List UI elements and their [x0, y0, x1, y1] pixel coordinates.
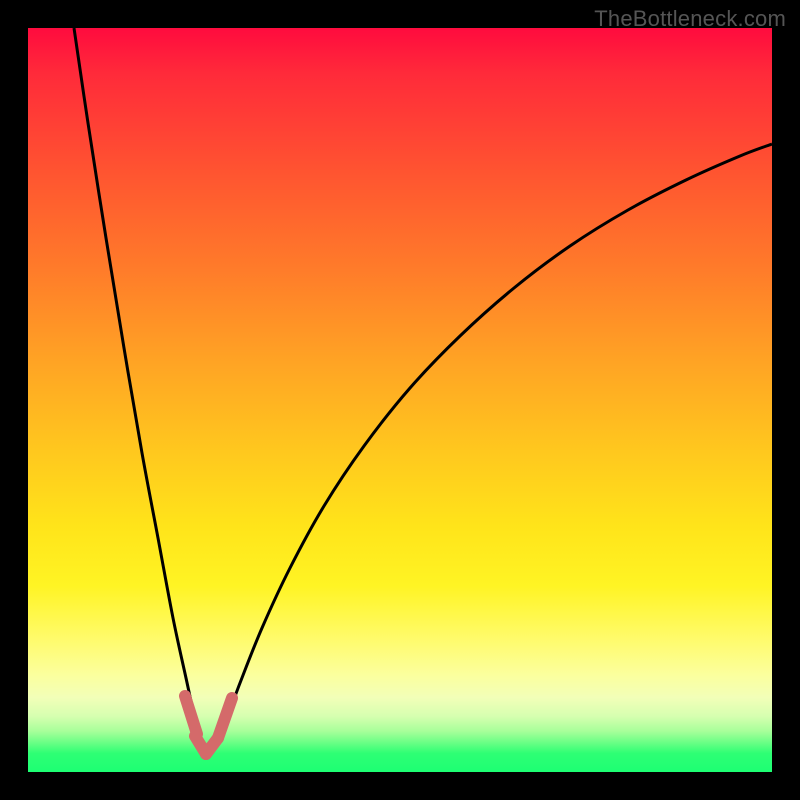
- watermark-text: TheBottleneck.com: [594, 6, 786, 32]
- valley-mark-segment: [185, 696, 197, 734]
- chart-plot-area: [28, 28, 772, 772]
- valley-mark-segment: [218, 698, 232, 738]
- chart-svg: [28, 28, 772, 772]
- bottleneck-curve: [74, 28, 772, 756]
- valley-highlight-marks: [185, 696, 232, 754]
